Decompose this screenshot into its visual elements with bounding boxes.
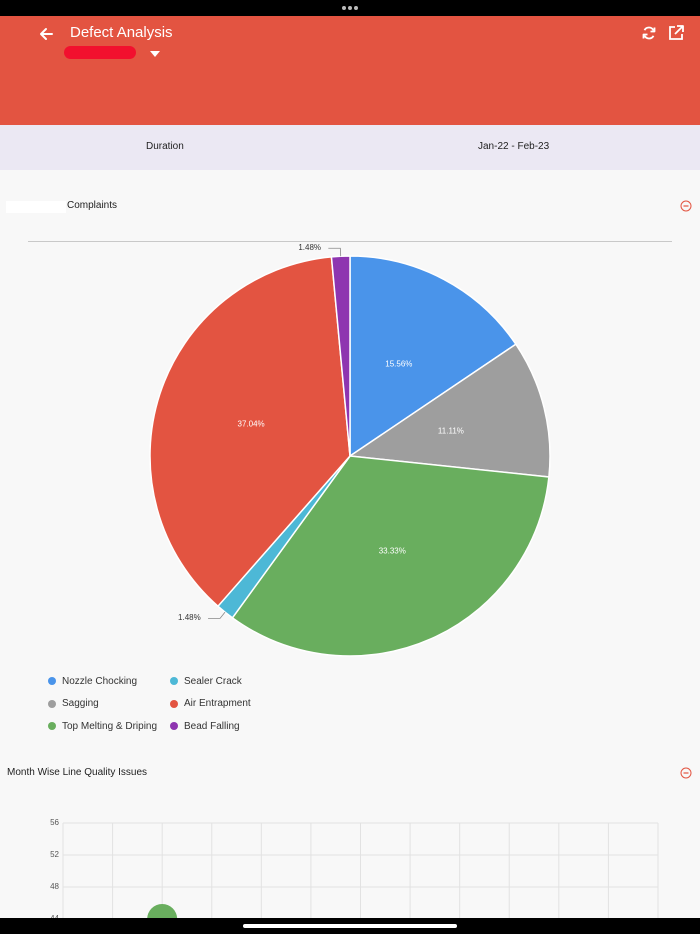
minus-circle-icon[interactable]	[680, 767, 692, 779]
refresh-icon[interactable]	[640, 24, 658, 42]
back-arrow-icon[interactable]	[36, 24, 56, 44]
redacted-label	[6, 201, 66, 213]
pie-slice-top-melting-driping[interactable]	[231, 455, 550, 657]
legend-dot	[170, 699, 178, 708]
legend-label: Sealer Crack	[184, 675, 242, 687]
pie-slice-nozzle-chocking[interactable]	[349, 255, 517, 458]
legend-label: Top Melting & Driping	[62, 720, 158, 732]
pie-outside-label: 1.48%	[298, 243, 322, 253]
pie-outside-label: 1.48%	[178, 613, 201, 623]
legend-label: Air Entrapment	[184, 698, 251, 709]
duration-bar: Duration Jan-22 - Feb-23	[0, 125, 700, 170]
legend-item-air-entrapment[interactable]: Air Entrapment	[170, 697, 251, 711]
legend-item-sagging[interactable]: Sagging	[48, 697, 99, 711]
minus-circle-icon[interactable]	[680, 200, 692, 212]
y-tick-label: 44	[35, 914, 59, 918]
chevron-down-icon[interactable]	[150, 51, 160, 57]
pie-leader-line	[208, 611, 226, 619]
page-title: Defect Analysis	[70, 24, 173, 41]
legend-item-nozzle-chocking[interactable]: Nozzle Chocking	[48, 674, 137, 688]
app-screen: Defect Analysis Duration Jan-22 - Feb-23…	[0, 16, 700, 918]
pie-leader-line	[328, 247, 342, 257]
legend-label: Sagging	[62, 698, 99, 709]
legend-dot	[170, 677, 178, 685]
complaints-pie-chart	[149, 247, 551, 657]
home-indicator[interactable]	[243, 924, 457, 928]
legend-label: Nozzle Chocking	[62, 675, 138, 687]
pie-slice-air-entrapment[interactable]	[149, 256, 351, 608]
month-wise-title: Month Wise Line Quality Issues	[7, 767, 148, 778]
legend-dot	[48, 677, 56, 685]
y-tick-label: 56	[50, 818, 59, 827]
y-tick-label: 48	[50, 882, 59, 891]
month-wise-scatter-chart	[62, 822, 659, 918]
duration-label: Duration	[146, 141, 184, 152]
pie-value-label: 37.04%	[237, 419, 265, 429]
chart-top-divider	[28, 241, 672, 242]
legend-label: Bead Falling	[184, 720, 240, 732]
legend-dot	[170, 722, 178, 730]
complaints-title: Complaints	[67, 200, 118, 211]
legend-dot	[48, 722, 56, 730]
redacted-plant-name	[64, 46, 136, 59]
pie-value-label: 11.11%	[437, 426, 464, 436]
pie-value-label: 15.56%	[385, 359, 413, 369]
app-header: Defect Analysis	[0, 16, 700, 125]
legend-item-top-melting-driping[interactable]: Top Melting & Driping	[48, 719, 157, 733]
legend-item-bead-falling[interactable]: Bead Falling	[170, 719, 240, 733]
pie-slice-sagging[interactable]	[347, 343, 551, 478]
multitask-dots-icon[interactable]	[342, 6, 358, 10]
y-tick-label: 52	[50, 850, 59, 859]
duration-value[interactable]: Jan-22 - Feb-23	[478, 141, 550, 152]
legend-item-sealer-crack[interactable]: Sealer Crack	[170, 674, 242, 688]
legend-dot	[48, 699, 56, 708]
system-status-bar	[0, 0, 700, 16]
scatter-point[interactable]	[147, 904, 178, 918]
pie-value-label: 33.33%	[378, 546, 406, 556]
open-external-icon[interactable]	[667, 24, 685, 42]
